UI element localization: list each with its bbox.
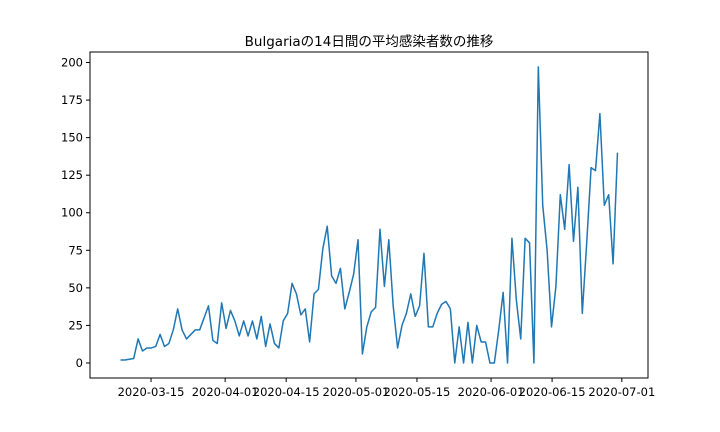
plot-area [89,51,649,379]
x-tick-label: 2020-04-01 [192,385,259,399]
chart-title: Bulgariaの14日間の平均感染者数の推移 [245,33,494,50]
x-tick-label: 2020-06-15 [519,385,586,399]
x-tick-label: 2020-05-15 [384,385,451,399]
y-tick-label: 75 [68,243,83,257]
x-tick-label: 2020-07-01 [588,385,655,399]
x-tick-label: 2020-04-15 [253,385,320,399]
y-tick-label: 150 [61,131,83,145]
y-tick-label: 125 [61,168,83,182]
y-tick-label: 175 [61,93,83,107]
x-tick-label: 2020-05-01 [323,385,390,399]
x-tick-label: 2020-06-01 [458,385,525,399]
y-tick-label: 25 [68,318,83,332]
y-axis: 0 25 50 75 100 125 150 175 200 [61,56,90,370]
y-tick-label: 0 [76,356,83,370]
y-tick-label: 50 [68,281,83,295]
series-line [120,66,619,364]
y-tick-label: 100 [61,206,83,220]
y-tick-label: 200 [61,56,83,70]
x-tick-label: 2020-03-15 [118,385,185,399]
